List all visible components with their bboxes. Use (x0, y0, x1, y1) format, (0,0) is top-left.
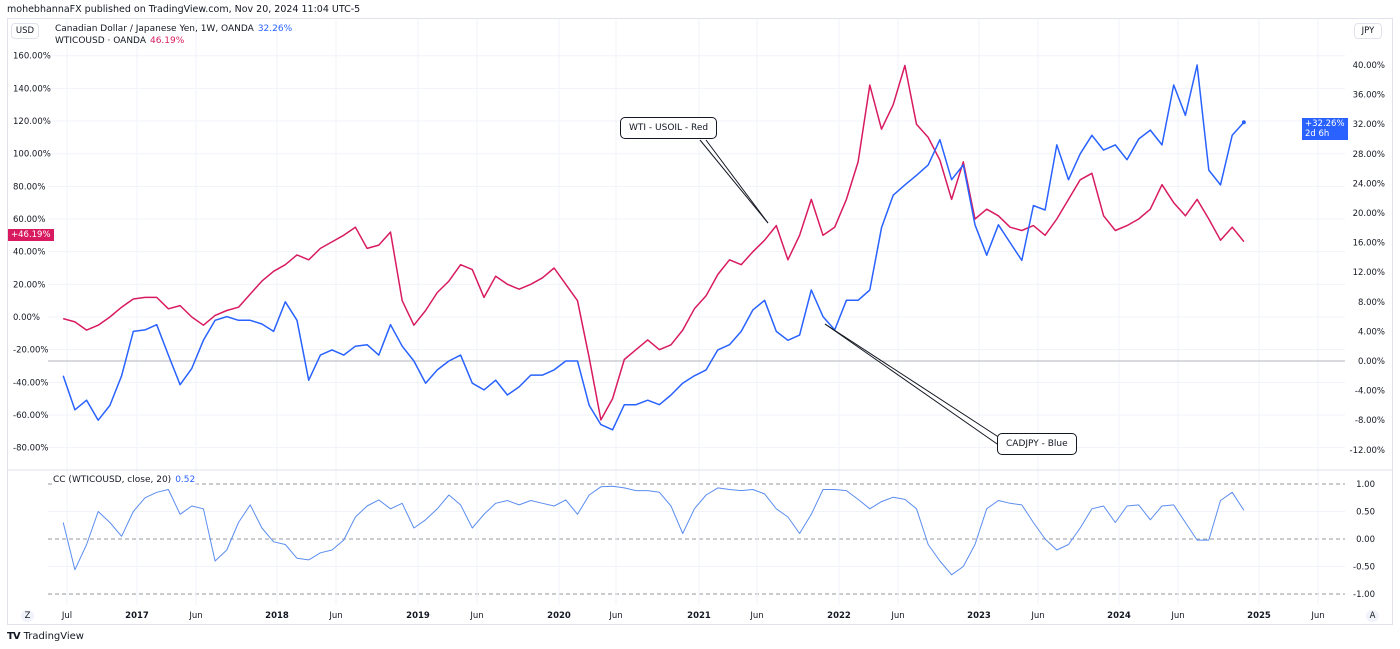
right-currency-button[interactable]: JPY (1354, 23, 1382, 39)
cadjpy-series-line (62, 64, 1245, 431)
wti-callout-pointer (699, 139, 769, 224)
legend-cadjpy-label: Canadian Dollar / Japanese Yen, 1W, OAND… (55, 24, 254, 34)
right-axis-tick: 12.00% (1353, 268, 1385, 278)
time-axis-tick: Jun (1030, 611, 1044, 621)
time-axis-tick: 2019 (406, 611, 430, 621)
tradingview-logo[interactable]: TV TradingView (7, 631, 84, 642)
right-axis-tick: 32.00% (1353, 120, 1385, 130)
left-axis-tick: 0.00% (13, 313, 40, 323)
right-price-tag-value: +32.26% (1305, 119, 1345, 129)
left-axis-tick: 40.00% (13, 248, 45, 258)
right-axis-tick: 28.00% (1353, 150, 1385, 160)
time-axis: Jul 2017 Jun 2018 Jun 2019 Jun 2020 Jun 2021 Jun 20… (61, 611, 1325, 621)
cc-indicator-line (62, 485, 1245, 576)
left-axis-tick: -40.00% (13, 378, 48, 388)
legend-cadjpy-value: 32.26% (257, 24, 293, 34)
legend-wti-label: WTICOUSD · OANDA (55, 36, 146, 46)
cadjpy-last-point (1241, 120, 1246, 125)
right-axis-tick: 0.00% (1358, 357, 1385, 367)
left-currency-button[interactable]: USD (11, 23, 39, 39)
cc-axis-tick: 0.00 (1356, 535, 1375, 545)
time-axis-tick: 2023 (967, 611, 991, 621)
time-axis-tick: 2018 (265, 611, 289, 621)
left-axis-tick: 120.00% (13, 117, 51, 127)
right-axis-tick: 24.00% (1353, 179, 1385, 189)
cc-axis-tick: 0.50 (1356, 508, 1375, 518)
zoom-button[interactable]: Z (21, 610, 34, 622)
time-axis-tick: Jul (61, 611, 72, 621)
right-axis-tick: 36.00% (1353, 91, 1385, 101)
left-axis-tick: 20.00% (13, 280, 45, 290)
wti-series-line (62, 64, 1245, 421)
wti-annotation[interactable]: WTI - USOIL - Red (620, 117, 718, 139)
published-header: mohebhannaFX published on TradingView.co… (7, 4, 361, 15)
legend-cadjpy[interactable]: Canadian Dollar / Japanese Yen, 1W, OAND… (55, 23, 292, 35)
cadjpy-callout-pointer (824, 323, 1001, 447)
time-axis-tick: Jun (469, 611, 483, 621)
cc-axis-tick: -1.00 (1353, 590, 1375, 600)
cc-indicator-legend[interactable]: CC (WTICOUSD, close, 20) 0.52 (53, 475, 196, 485)
left-axis: 160.00% 140.00% 120.00% 100.00% 80.00% 60.00%… (13, 52, 51, 454)
left-axis-tick: -80.00% (13, 444, 48, 454)
time-axis-tick: 2017 (125, 611, 149, 621)
time-axis-tick: 2022 (827, 611, 851, 621)
auto-scale-button[interactable]: A (1366, 610, 1379, 622)
left-axis-tick: -60.00% (13, 411, 48, 421)
left-axis-tick: 80.00% (13, 182, 45, 192)
left-axis-tick: 160.00% (13, 52, 51, 62)
cc-axis-tick: 1.00 (1356, 480, 1375, 490)
legend-wti[interactable]: WTICOUSD · OANDA 46.19% (55, 35, 292, 47)
time-axis-tick: Jun (188, 611, 202, 621)
left-price-tag: +46.19% (8, 229, 54, 241)
time-axis-tick: Jun (1310, 611, 1324, 621)
cc-indicator-value: 0.52 (175, 475, 196, 485)
chart-panel (7, 18, 1393, 625)
right-axis-tick: 40.00% (1353, 61, 1385, 71)
right-axis-tick: -12.00% (1350, 446, 1385, 456)
right-axis-tick: -4.00% (1355, 387, 1385, 397)
time-axis-tick: Jun (749, 611, 763, 621)
tradingview-brand: TradingView (23, 631, 84, 642)
time-axis-tick: Jun (328, 611, 342, 621)
right-price-tag: +32.26% 2d 6h (1302, 118, 1348, 140)
left-axis-tick: 100.00% (13, 150, 51, 160)
time-axis-tick: 2020 (547, 611, 571, 621)
tradingview-logo-icon: TV (7, 631, 21, 642)
right-axis: 40.00% 36.00% 32.00% 28.00% 24.00% 20.00% 16.0… (1350, 61, 1385, 456)
right-axis-tick: 8.00% (1358, 298, 1385, 308)
time-axis-tick: Jun (1170, 611, 1184, 621)
grid (48, 19, 1345, 605)
left-axis-tick: 140.00% (13, 84, 51, 94)
right-price-tag-countdown: 2d 6h (1305, 129, 1330, 139)
legend: Canadian Dollar / Japanese Yen, 1W, OAND… (55, 23, 292, 47)
cadjpy-annotation[interactable]: CADJPY - Blue (997, 433, 1077, 455)
right-axis-tick: -8.00% (1355, 416, 1385, 426)
right-axis-tick: 4.00% (1358, 327, 1385, 337)
cc-indicator-label: CC (WTICOUSD, close, 20) (53, 475, 172, 485)
time-axis-tick: 2025 (1247, 611, 1271, 621)
time-axis-tick: Jun (890, 611, 904, 621)
right-axis-tick: 20.00% (1353, 209, 1385, 219)
time-axis-tick: 2024 (1107, 611, 1131, 621)
time-axis-tick: Jun (608, 611, 622, 621)
legend-wti-value: 46.19% (149, 36, 185, 46)
left-axis-tick: -20.00% (13, 346, 48, 356)
right-axis-tick: 16.00% (1353, 239, 1385, 249)
cc-axis-tick: -0.50 (1353, 563, 1375, 573)
cc-axis: 1.00 0.50 0.00 -0.50 -1.00 (1353, 480, 1375, 600)
left-axis-tick: 60.00% (13, 215, 45, 225)
time-axis-tick: 2021 (687, 611, 711, 621)
